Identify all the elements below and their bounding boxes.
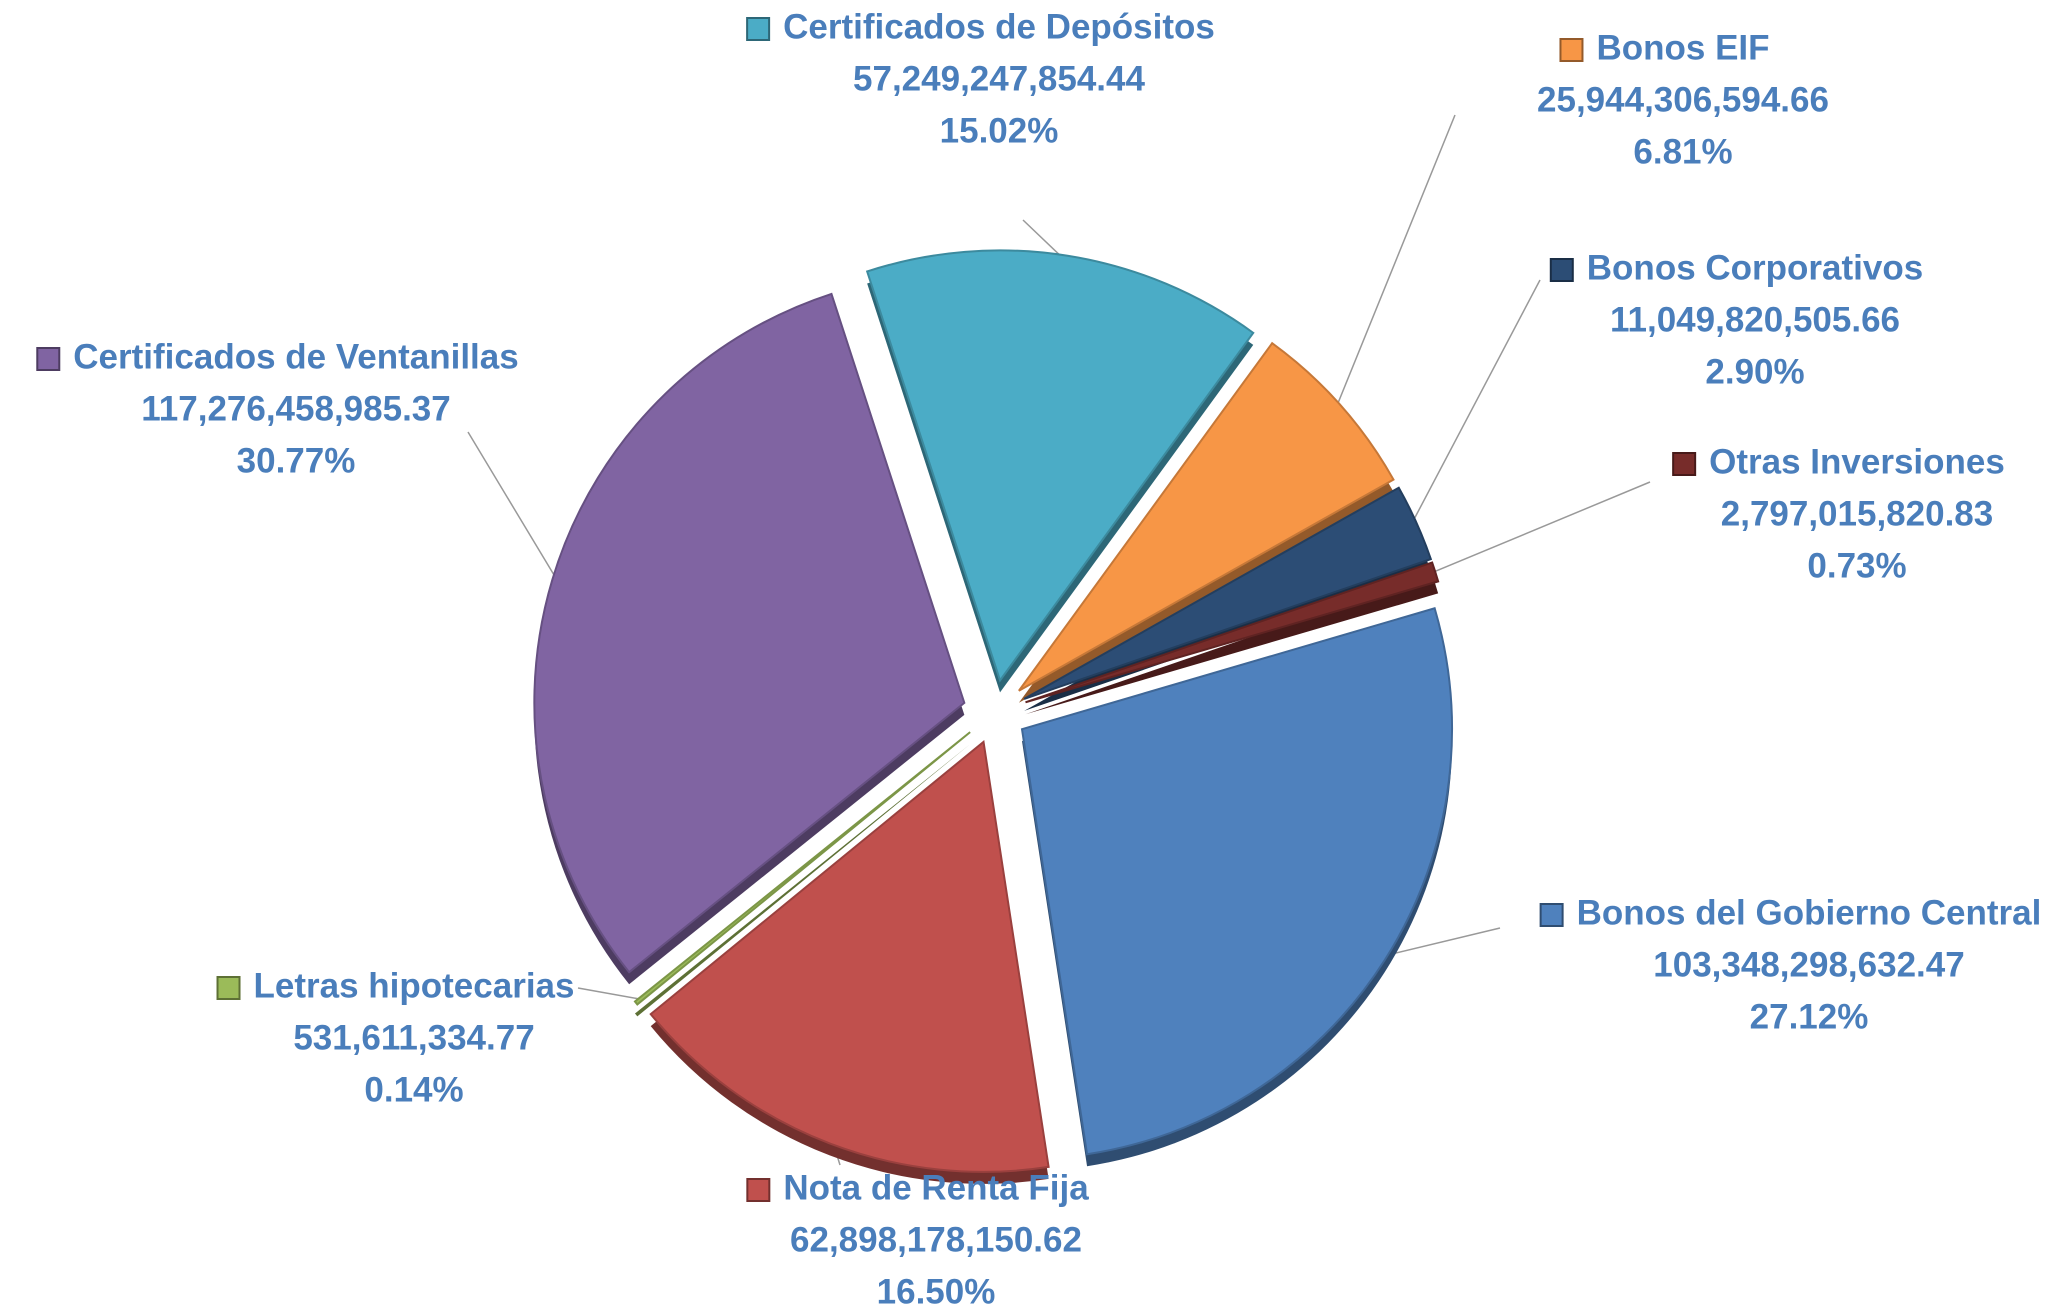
value-label: 25,944,306,594.66 <box>1537 80 1829 119</box>
percentage-label: 2.90% <box>1705 352 1804 391</box>
legend-label: Certificados de Depósitos <box>783 7 1215 46</box>
legend-label: Otras Inversiones <box>1709 442 2005 481</box>
leader-line <box>1379 927 1501 958</box>
legend-key <box>746 1178 771 1202</box>
slice <box>1023 486 1433 700</box>
slice <box>1018 341 1395 692</box>
slice <box>1020 607 1453 1156</box>
value-label: 2,797,015,820.83 <box>1721 494 1993 533</box>
legend-label: Nota de Renta Fija <box>783 1168 1089 1207</box>
leader-line <box>1429 481 1651 575</box>
legend-key <box>1539 903 1564 927</box>
percentage-label: 0.73% <box>1807 546 1906 585</box>
legend-label: Certificados de Ventanillas <box>73 337 518 376</box>
leader-line <box>467 431 559 583</box>
percentage-label: 27.12% <box>1750 997 1869 1036</box>
slice-side <box>634 744 971 1017</box>
legend-key <box>1549 258 1574 282</box>
percentage-label: 15.02% <box>940 111 1059 150</box>
legend-label: Bonos del Gobierno Central <box>1577 893 2042 932</box>
percentage-label: 0.14% <box>364 1070 463 1109</box>
leader-line <box>577 987 641 1000</box>
leader-line <box>1334 114 1456 410</box>
legend-label: Bonos EIF <box>1596 28 1769 67</box>
legend-label: Bonos Corporativos <box>1587 248 1923 287</box>
legend-key <box>1672 452 1697 476</box>
legend-key <box>746 17 771 41</box>
percentage-label: 6.81% <box>1633 132 1732 171</box>
percentage-label: 16.50% <box>877 1272 996 1311</box>
legend-key <box>216 976 241 1000</box>
percentage-label: 30.77% <box>237 441 356 480</box>
value-label: 117,276,458,985.37 <box>141 389 450 428</box>
slice <box>865 249 1255 683</box>
legend-key <box>36 347 61 371</box>
value-label: 62,898,178,150.62 <box>790 1220 1082 1259</box>
slice <box>1025 561 1440 704</box>
legend-label: Letras hipotecarias <box>254 966 575 1005</box>
legend-key <box>1559 38 1584 62</box>
leader-line <box>1410 279 1541 526</box>
slice <box>633 731 971 1006</box>
value-label: 57,249,247,854.44 <box>853 59 1145 98</box>
value-label: 11,049,820,505.66 <box>1610 300 1900 339</box>
value-label: 103,348,298,632.47 <box>1653 945 1964 984</box>
value-label: 531,611,334.77 <box>293 1018 534 1057</box>
slice <box>533 292 966 974</box>
slice <box>649 739 1050 1173</box>
